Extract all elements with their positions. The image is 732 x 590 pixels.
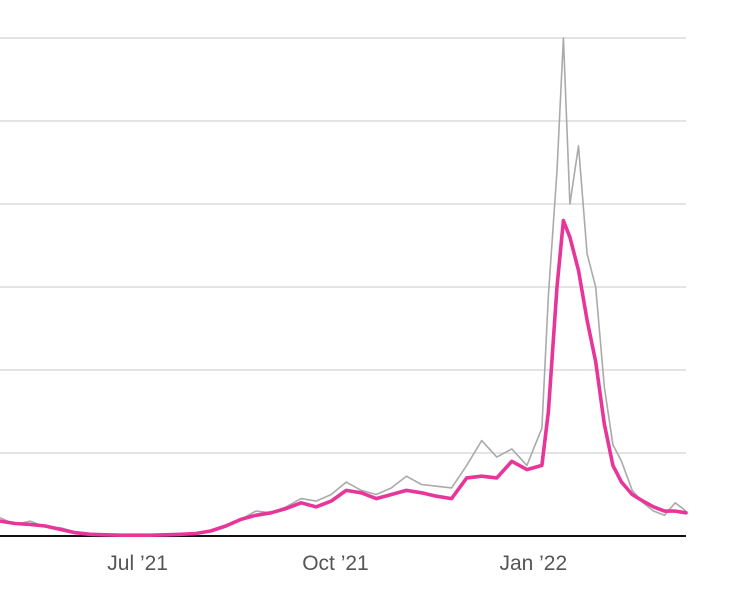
x-tick-labels: Jul ’21 Oct ’21 Jan ’22: [107, 552, 567, 575]
average-series-line: [0, 218, 688, 537]
grid-layer: [0, 37, 686, 454]
x-tick-label: Jul ’21: [107, 552, 168, 575]
x-tick-label: Jan ’22: [499, 552, 567, 575]
x-tick-label: Oct ’21: [302, 552, 369, 575]
